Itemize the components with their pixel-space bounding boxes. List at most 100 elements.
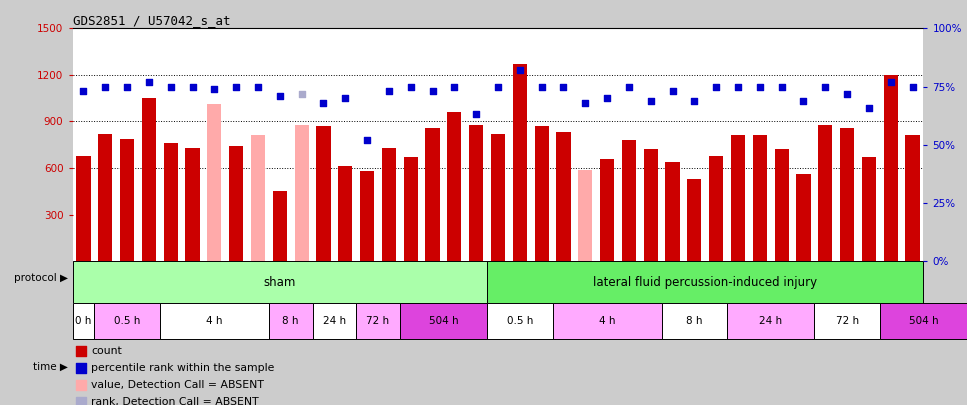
Text: 8 h: 8 h [282, 316, 299, 326]
Bar [399, 303, 487, 339]
Point [294, 90, 309, 97]
Bar [797, 174, 810, 261]
Text: rank, Detection Call = ABSENT: rank, Detection Call = ABSENT [91, 397, 259, 405]
Text: 24 h: 24 h [323, 316, 346, 326]
Point [272, 93, 287, 99]
Point [185, 83, 200, 90]
Point [709, 83, 724, 90]
Point [468, 111, 484, 118]
Bar [487, 261, 923, 303]
Point [883, 79, 898, 85]
Point [163, 83, 179, 90]
Bar [469, 125, 484, 261]
Point [403, 83, 419, 90]
Bar [709, 156, 723, 261]
Point [556, 83, 571, 90]
Bar [382, 148, 396, 261]
Bar [688, 179, 701, 261]
Point [98, 83, 113, 90]
Bar [73, 303, 95, 339]
Point [796, 97, 811, 104]
Bar [814, 303, 880, 339]
Bar [535, 126, 548, 261]
Point [600, 95, 615, 101]
Bar [905, 135, 920, 261]
Bar [884, 75, 897, 261]
Bar [229, 146, 244, 261]
Point [752, 83, 768, 90]
Bar [880, 303, 967, 339]
Text: time ▶: time ▶ [33, 362, 68, 372]
Point [228, 83, 244, 90]
Bar [752, 135, 767, 261]
Bar [76, 156, 91, 261]
Bar [622, 140, 636, 261]
Bar [775, 149, 789, 261]
Bar [403, 157, 418, 261]
Bar [338, 166, 352, 261]
Bar [142, 98, 156, 261]
Text: 0.5 h: 0.5 h [507, 316, 533, 326]
Text: 504 h: 504 h [428, 316, 458, 326]
Bar [186, 148, 199, 261]
Text: 504 h: 504 h [909, 316, 938, 326]
Text: 72 h: 72 h [366, 316, 390, 326]
Bar [661, 303, 727, 339]
Bar [316, 126, 331, 261]
Bar [99, 134, 112, 261]
Bar [644, 149, 658, 261]
Text: 4 h: 4 h [206, 316, 222, 326]
Text: percentile rank within the sample: percentile rank within the sample [91, 363, 275, 373]
Point [730, 83, 746, 90]
Text: sham: sham [264, 276, 296, 289]
Bar [269, 303, 312, 339]
Point [774, 83, 789, 90]
Point [207, 85, 222, 92]
Bar [356, 303, 399, 339]
Bar [448, 112, 461, 261]
Bar [73, 261, 487, 303]
Text: GDS2851 / U57042_s_at: GDS2851 / U57042_s_at [73, 14, 230, 27]
Bar [163, 143, 178, 261]
Point [250, 83, 266, 90]
Bar [818, 125, 833, 261]
Point [513, 67, 528, 73]
Text: 4 h: 4 h [599, 316, 615, 326]
Point [119, 83, 134, 90]
Bar [491, 134, 505, 261]
Bar [250, 135, 265, 261]
Point [73, 399, 89, 405]
Text: 8 h: 8 h [687, 316, 703, 326]
Point [73, 382, 89, 388]
Bar [273, 191, 287, 261]
Point [360, 137, 375, 143]
Text: 0 h: 0 h [75, 316, 92, 326]
Text: 0.5 h: 0.5 h [114, 316, 140, 326]
Bar [600, 159, 614, 261]
Point [73, 365, 89, 371]
Point [141, 79, 157, 85]
Bar [360, 171, 374, 261]
Bar [312, 303, 356, 339]
Point [490, 83, 506, 90]
Point [75, 88, 91, 94]
Point [862, 104, 877, 111]
Text: protocol ▶: protocol ▶ [14, 273, 68, 283]
Bar [731, 135, 746, 261]
Point [534, 83, 549, 90]
Bar [295, 125, 308, 261]
Bar [487, 303, 552, 339]
Point [315, 100, 331, 106]
Point [381, 88, 396, 94]
Text: lateral fluid percussion-induced injury: lateral fluid percussion-induced injury [593, 276, 817, 289]
Bar [578, 170, 593, 261]
Bar [862, 157, 876, 261]
Point [577, 100, 593, 106]
Bar [425, 128, 440, 261]
Point [687, 97, 702, 104]
Bar [513, 64, 527, 261]
Bar [727, 303, 814, 339]
Point [643, 97, 659, 104]
Bar [160, 303, 269, 339]
Bar [840, 128, 854, 261]
